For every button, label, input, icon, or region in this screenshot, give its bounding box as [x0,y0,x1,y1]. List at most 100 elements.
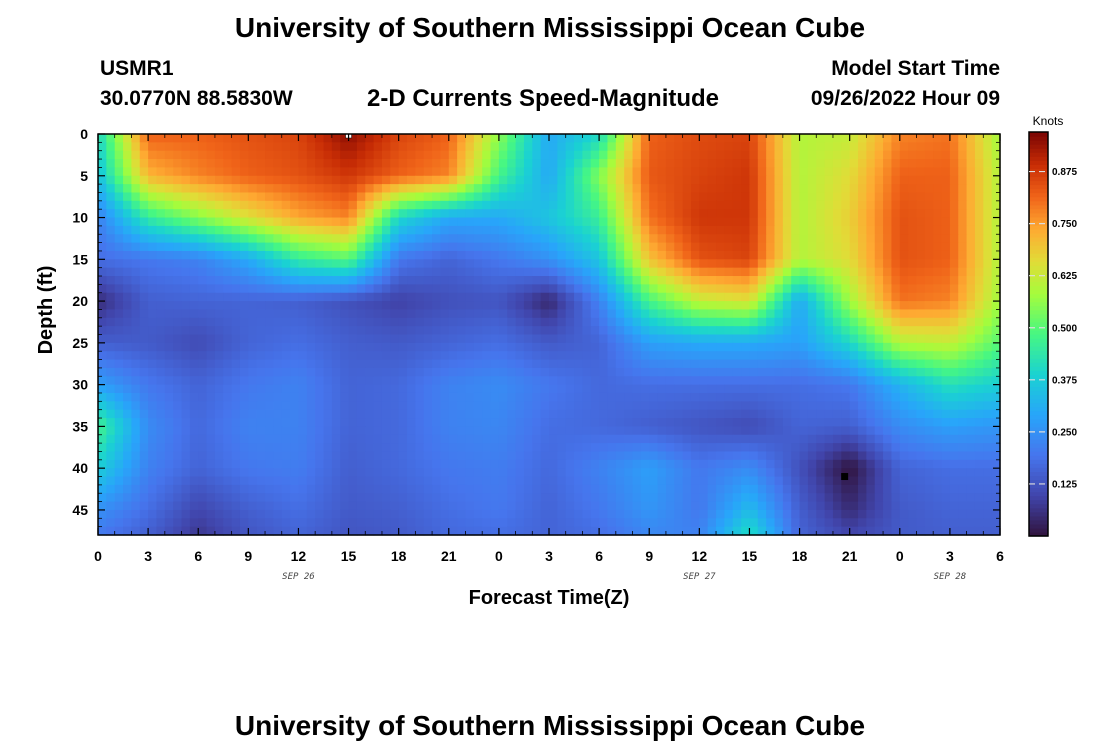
heatmap-cell [348,225,358,235]
heatmap-cell [281,267,291,277]
heatmap-cell [139,401,149,411]
heatmap-cell [214,267,224,277]
heatmap-cell [148,209,158,219]
heatmap-cell [832,434,842,444]
heatmap-cell [239,518,249,528]
heatmap-cell [866,359,876,369]
heatmap-cell [991,418,1001,427]
heatmap-cell [582,192,592,202]
heatmap-cell [432,476,442,486]
heatmap-cell [716,200,725,210]
heatmap-cell [340,468,350,478]
heatmap-cell [273,167,283,177]
heatmap-cell [849,392,859,402]
heatmap-cell [390,242,400,252]
heatmap-cell [582,234,592,244]
heatmap-cell [223,434,233,444]
heatmap-cell [665,384,675,394]
heatmap-cell [941,509,951,519]
heatmap-cell [707,150,717,160]
heatmap-cell [290,184,300,194]
heatmap-cell [607,276,617,285]
heatmap-cell [239,192,249,202]
heatmap-cell [841,217,851,227]
heatmap-cell [966,284,976,294]
heatmap-cell [373,351,383,361]
heatmap-cell [832,250,842,260]
heatmap-cell [340,401,350,411]
heatmap-cell [423,276,433,285]
heatmap-cell [824,167,834,177]
heatmap-cell [148,284,158,294]
heatmap-cell [799,134,809,143]
heatmap-cell [665,217,675,227]
heatmap-cell [841,509,851,519]
heatmap-cell [473,217,483,227]
heatmap-cell [899,200,909,210]
heatmap-cell [323,509,333,519]
heatmap-cell [498,159,508,169]
heatmap-cell [690,309,700,319]
heatmap-cell [716,434,725,444]
heatmap-cell [966,150,976,160]
heatmap-cell [582,426,592,436]
heatmap-cell [807,184,817,194]
heatmap-cell [866,284,876,294]
heatmap-cell [256,259,266,269]
heatmap-cell [540,142,550,152]
heatmap-cell [549,443,558,453]
heatmap-cell [841,309,851,319]
heatmap-cell [749,250,759,260]
heatmap-cell [306,468,316,478]
heatmap-cell [899,359,909,369]
heatmap-cell [131,317,141,327]
heatmap-cell [265,443,274,453]
heatmap-cell [766,334,776,344]
heatmap-cell [565,468,575,478]
heatmap-cell [298,292,308,302]
heatmap-cell [824,367,834,377]
heatmap-cell [924,434,934,444]
heatmap-cell [390,150,400,160]
heatmap-cell [649,367,659,377]
heatmap-cell [866,501,876,511]
heatmap-cell [540,225,550,235]
heatmap-cell [599,200,609,210]
heatmap-cell [340,159,350,169]
heatmap-cell [782,175,792,185]
heatmap-cell [515,200,525,210]
heatmap-cell [106,459,116,469]
heatmap-cell [432,150,442,160]
heatmap-cell [724,175,734,185]
heatmap-cell [774,459,784,469]
heatmap-cell [181,142,191,152]
heatmap-cell [248,384,258,394]
heatmap-cell [707,484,717,494]
heatmap-cell [849,317,859,327]
heatmap-cell [832,317,842,327]
heatmap-cell [632,501,642,511]
heatmap-cell [774,159,784,169]
heatmap-cell [841,267,851,277]
heatmap-cell [624,509,634,519]
heatmap-cell [782,134,792,143]
heatmap-cell [624,493,634,503]
heatmap-cell [774,409,784,419]
heatmap-cell [899,434,909,444]
heatmap-cell [457,301,467,311]
heatmap-cell [949,276,959,285]
heatmap-cell [515,409,525,419]
heatmap-cell [156,134,166,143]
heatmap-cell [665,250,675,260]
heatmap-cell [114,301,124,311]
heatmap-cell [749,392,759,402]
heatmap-cell [457,493,467,503]
heatmap-cell [298,459,308,469]
heatmap-cell [423,509,433,519]
heatmap-cell [916,401,926,411]
heatmap-cell [206,159,216,169]
heatmap-cell [206,476,216,486]
heatmap-cell [315,217,325,227]
heatmap-cell [949,409,959,419]
heatmap-cell [340,167,350,177]
